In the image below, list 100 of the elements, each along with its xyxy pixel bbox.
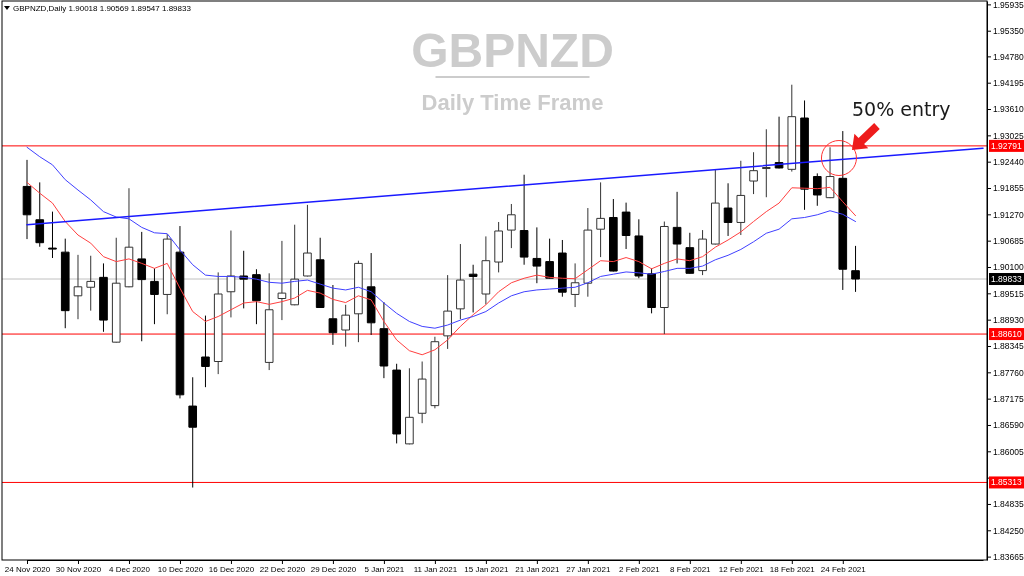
y-tick-label: 1.86590 <box>993 420 1024 431</box>
candlestick <box>711 168 720 245</box>
y-tick-label: 1.92440 <box>993 156 1024 167</box>
candlestick <box>150 267 159 325</box>
x-tick-label: 16 Dec 2020 <box>208 564 255 574</box>
candlestick <box>558 239 567 298</box>
y-tick-label: 1.87175 <box>993 393 1024 404</box>
y-tick-label: 1.95935 <box>993 0 1024 10</box>
line-series <box>26 181 857 356</box>
candlestick <box>213 271 223 375</box>
x-tick-label: 24 Feb 2021 <box>820 564 867 574</box>
annotation: GBPNZD,Daily 1.90018 1.90569 1.89547 1.89833 <box>13 4 192 13</box>
candlestick <box>226 230 236 318</box>
candlestick <box>137 231 147 342</box>
candlestick <box>48 211 57 259</box>
x-tick-label: 10 Dec 2020 <box>157 564 204 574</box>
y-tick-label: 1.90100 <box>993 262 1024 273</box>
candlestick <box>736 160 746 236</box>
x-tick-label: 4 Dec 2020 <box>109 564 151 574</box>
annotation: 50% entry <box>851 98 951 120</box>
candlestick <box>838 130 848 291</box>
candlestick <box>60 238 70 329</box>
x-tick-label: 27 Jan 2021 <box>566 564 611 574</box>
candlestick <box>647 267 656 314</box>
candlestick <box>35 181 45 248</box>
candlestick <box>660 221 669 335</box>
y-tick-label: 1.86005 <box>993 446 1024 457</box>
candlestick <box>252 268 261 325</box>
candlestick <box>73 254 83 320</box>
candlestick <box>812 172 822 207</box>
ref-line-label: 1.89833 <box>991 274 1022 285</box>
y-tick-label: 1.84250 <box>993 525 1024 536</box>
ref-line-label: 1.85313 <box>991 477 1022 488</box>
x-tick-label: 11 Jan 2021 <box>413 564 458 574</box>
y-tick-label: 1.88345 <box>993 341 1024 352</box>
y-tick-label: 1.90685 <box>993 235 1024 246</box>
ref-line-label: 1.92791 <box>991 140 1022 151</box>
candlestick <box>341 304 350 348</box>
candlestick <box>532 226 542 284</box>
y-tick-label: 1.89515 <box>993 288 1024 299</box>
y-tick-label: 1.91270 <box>993 209 1024 220</box>
y-tick-label: 1.83665 <box>993 551 1024 562</box>
y-tick-label: 1.88930 <box>993 314 1024 325</box>
candlestick <box>430 336 440 409</box>
candlestick <box>290 224 299 306</box>
x-tick-label: 15 Jan 2021 <box>464 564 509 574</box>
x-tick-label: 22 Dec 2020 <box>259 564 306 574</box>
y-tick-label: 1.94780 <box>993 51 1024 62</box>
candlestick <box>507 203 516 249</box>
ref-line-label: 1.88610 <box>991 329 1022 340</box>
y-tick-label: 1.91855 <box>993 183 1024 194</box>
candlestick <box>188 376 198 489</box>
candlestick <box>124 187 134 288</box>
x-tick-label: 30 Nov 2020 <box>55 564 102 574</box>
candlestick <box>685 232 695 275</box>
x-tick-label: 8 Feb 2021 <box>670 564 712 574</box>
candlestick <box>201 315 210 388</box>
y-tick-label: 1.93610 <box>993 104 1024 115</box>
candlestick <box>277 240 287 321</box>
candlestick <box>392 363 401 444</box>
x-tick-label: 2 Feb 2021 <box>619 564 661 574</box>
candlestick <box>417 361 427 424</box>
candlestick <box>366 252 376 336</box>
candlestick <box>162 233 172 315</box>
candlestick <box>22 159 32 240</box>
candlestick <box>264 272 274 371</box>
candlestick <box>570 262 580 308</box>
candlestick <box>583 207 593 298</box>
candlestick <box>86 255 96 312</box>
y-tick-label: 1.87760 <box>993 367 1024 378</box>
x-tick-label: 18 Feb 2021 <box>769 564 816 574</box>
candlestick <box>494 221 503 273</box>
candlestick <box>609 198 618 272</box>
candlestick <box>545 238 554 280</box>
candlestick <box>596 181 605 258</box>
candlestick <box>443 274 452 350</box>
y-tick-label: 1.95350 <box>993 25 1024 36</box>
candlestick <box>634 218 644 279</box>
candlestick <box>851 245 860 293</box>
x-tick-label: 21 Jan 2021 <box>515 564 560 574</box>
candlestick <box>111 237 121 344</box>
y-tick-label: 1.84835 <box>993 499 1024 510</box>
candlestick <box>315 237 325 309</box>
candlestick <box>621 202 631 250</box>
candlestick <box>825 146 835 199</box>
candlestick <box>175 225 185 399</box>
candlestick <box>379 301 389 379</box>
line-series <box>26 146 857 329</box>
candlestick <box>328 284 338 346</box>
candlestick <box>800 99 809 211</box>
candlestick <box>749 151 758 195</box>
y-tick-label: 1.93025 <box>993 130 1024 141</box>
candlestick <box>787 84 797 173</box>
candlestick <box>405 367 414 445</box>
x-tick-label: 24 Nov 2020 <box>4 564 51 574</box>
candlestick <box>761 128 771 198</box>
candlestick <box>303 204 312 277</box>
candlestick <box>456 243 465 320</box>
x-tick-label: 5 Jan 2021 <box>364 564 405 574</box>
candlestick <box>672 191 682 264</box>
